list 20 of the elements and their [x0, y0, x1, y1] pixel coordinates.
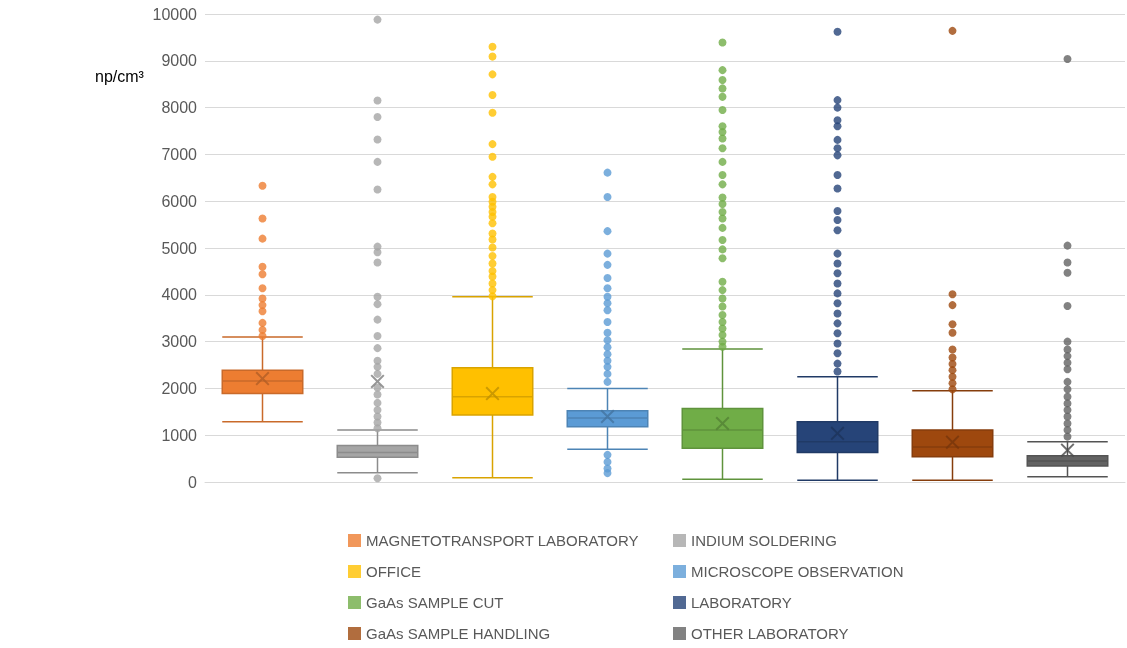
y-tick-label: 8000	[161, 99, 198, 117]
y-tick-label: 10000	[152, 5, 198, 23]
y-tick-label: 1000	[161, 426, 198, 444]
y-tick-label: 0	[188, 473, 198, 491]
legend-label: GaAs SAMPLE HANDLING	[366, 625, 551, 642]
y-tick-label: 3000	[161, 333, 198, 351]
legend-label: MICROSCOPE OBSERVATION	[691, 563, 904, 580]
legend-label: OTHER LABORATORY	[691, 625, 849, 642]
legend-label: LABORATORY	[691, 594, 792, 611]
y-tick-label: 9000	[161, 52, 198, 70]
y-tick-label: 2000	[161, 379, 198, 397]
y-tick-label: 5000	[161, 239, 198, 257]
legend-label: INDIUM SOLDERING	[691, 532, 837, 549]
y-tick-label: 6000	[161, 192, 198, 210]
y-axis-title: np/cm³	[95, 67, 145, 85]
legend-label: OFFICE	[366, 563, 421, 580]
legend-label: MAGNETOTRANSPORT LABORATORY	[366, 532, 639, 549]
y-tick-label: 4000	[161, 286, 198, 304]
legend-label: GaAs SAMPLE CUT	[366, 594, 504, 611]
y-tick-label: 7000	[161, 145, 198, 163]
